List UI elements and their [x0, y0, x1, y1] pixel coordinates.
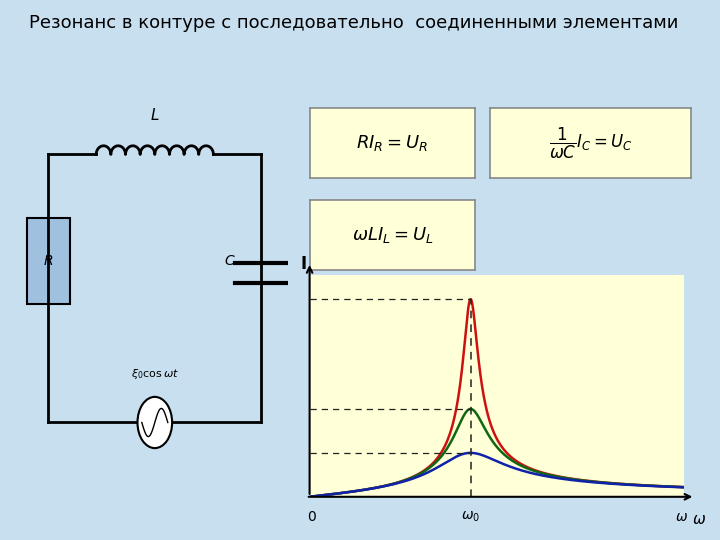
Text: C: C	[225, 254, 234, 268]
Text: Резонанс в контуре с последовательно  соединенными элементами: Резонанс в контуре с последовательно сое…	[29, 14, 678, 31]
Text: R: R	[43, 254, 53, 268]
Text: ω: ω	[693, 512, 706, 527]
Text: $\dfrac{1}{\omega C}I_C = U_C$: $\dfrac{1}{\omega C}I_C = U_C$	[549, 125, 632, 161]
Text: $\omega_0$: $\omega_0$	[461, 510, 480, 524]
Text: L: L	[150, 107, 159, 123]
Text: $\xi_0 \cos\omega t$: $\xi_0 \cos\omega t$	[131, 367, 179, 381]
Text: $\omega L I_L = U_L$: $\omega L I_L = U_L$	[351, 225, 433, 245]
Bar	[27, 218, 70, 304]
Text: $RI_R = U_R$: $RI_R = U_R$	[356, 133, 428, 153]
Text: I: I	[301, 255, 307, 273]
Text: 0: 0	[307, 510, 316, 524]
Text: ω: ω	[676, 510, 688, 524]
Circle shape	[138, 397, 172, 448]
